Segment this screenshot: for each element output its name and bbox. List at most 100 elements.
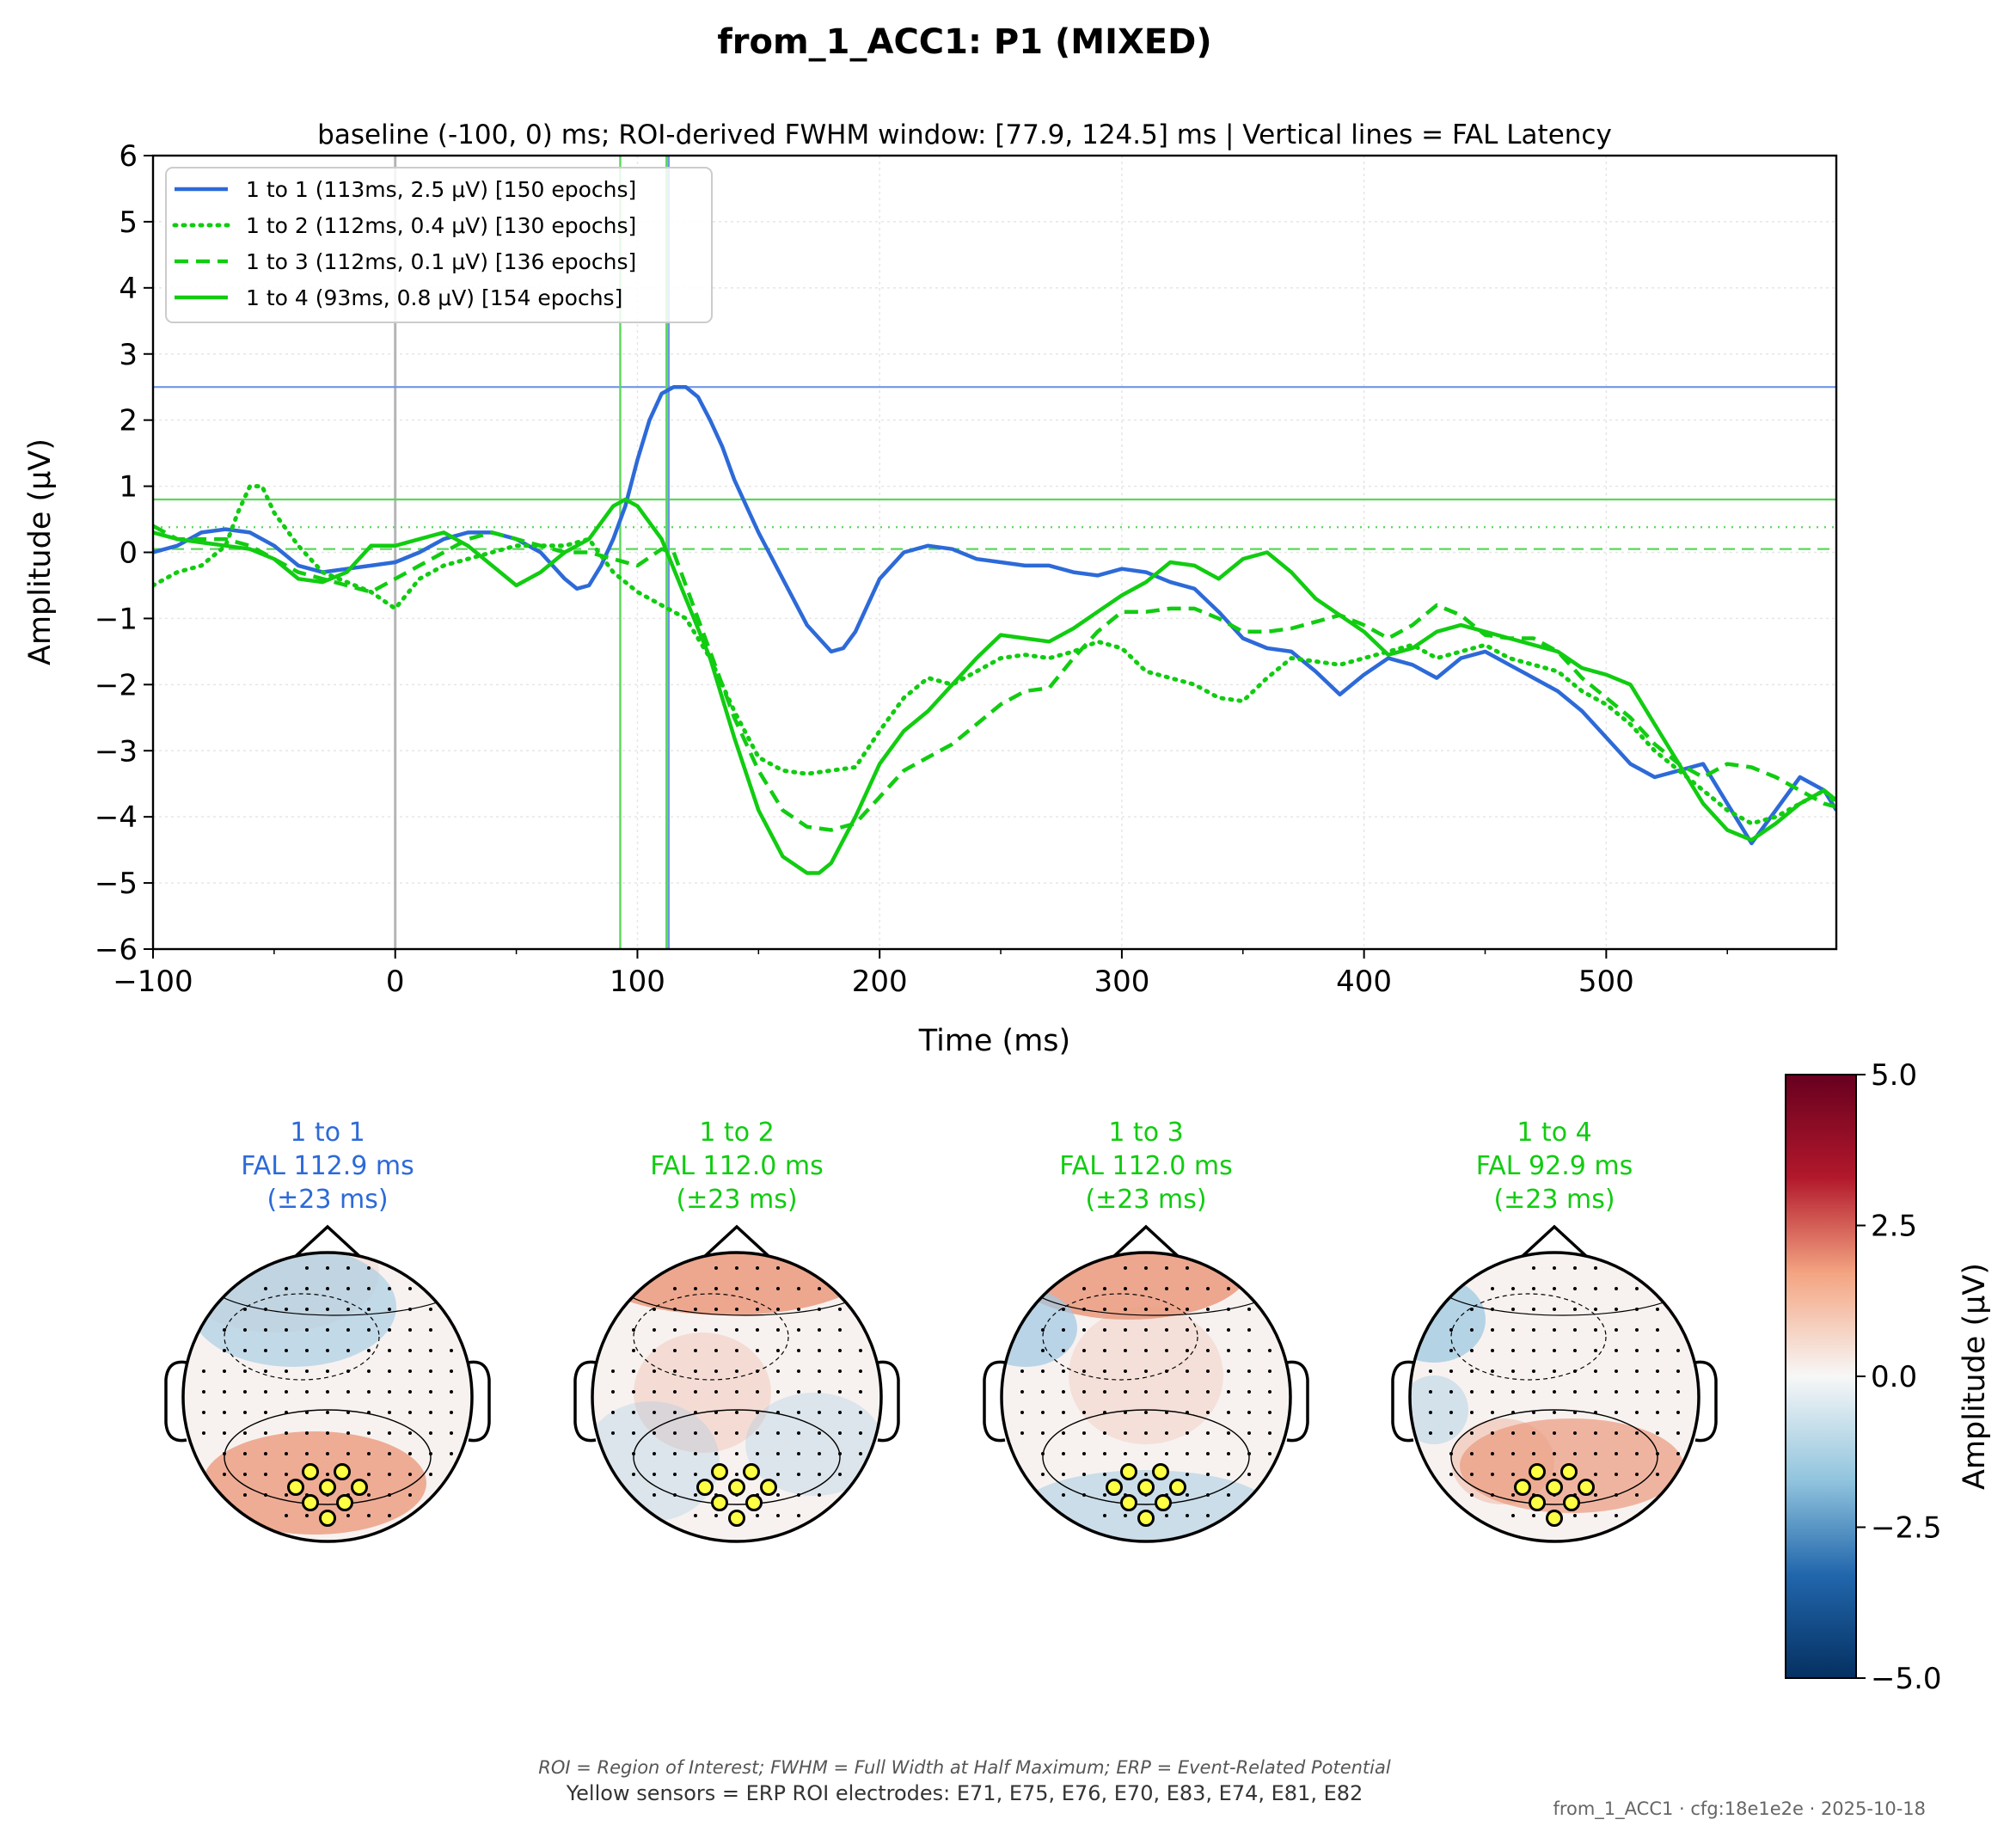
topomap-window-4: (±23 ms) (1493, 1185, 1615, 1215)
head-right-ear (1694, 1360, 1718, 1443)
colorbar-gradient (1785, 1074, 1857, 1679)
colorbar-tick-label-2: 0.0 (1871, 1360, 1917, 1394)
ticks: −100 0 100 200 300 400 500 6 5 4 3 2 1 0 −1 −2 −3 −4 −5 −6 (95, 139, 1728, 999)
roi-sensor-1-2 (334, 1463, 351, 1480)
colorbar-tick-label-0: 5.0 (1871, 1058, 1917, 1093)
y-tick-label-6: 0 (119, 536, 138, 571)
topomap-fal-1: FAL 112.9 ms (241, 1151, 414, 1181)
roi-sensor-4-7 (1563, 1494, 1580, 1511)
topomap-window-1: (±23 ms) (267, 1185, 388, 1215)
y-tick-label-10: −4 (95, 800, 138, 835)
legend-label-2: 1 to 2 (112ms, 0.4 μV) [130 epochs] (246, 213, 636, 238)
head-nose (1520, 1224, 1589, 1259)
roi-sensor-4-6 (1529, 1494, 1546, 1511)
y-tick-label-12: −6 (95, 933, 138, 967)
y-tick-label-11: −5 (95, 867, 138, 901)
y-tick-label-0: 6 (119, 139, 138, 174)
head-left-ear (983, 1360, 1006, 1443)
head-right-ear (877, 1360, 900, 1443)
colorbar-label: Amplitude (μV) (1958, 1263, 1992, 1490)
roi-sensor-1-1 (302, 1463, 319, 1480)
head-nose (702, 1224, 771, 1259)
roi-sensor-1-5 (351, 1479, 368, 1496)
roi-sensor-3-2 (1152, 1463, 1169, 1480)
colorbar-tick-label-1: 2.5 (1871, 1210, 1917, 1244)
series-line-2 (153, 484, 1836, 826)
legend-label-4: 1 to 4 (93ms, 0.8 μV) [154 epochs] (246, 285, 622, 310)
footnote-abbreviations: ROI = Region of Interest; FWHM = Full Wi… (538, 1757, 1391, 1778)
roi-sensor-2-2 (743, 1463, 760, 1480)
y-axis-label: Amplitude (μV) (23, 438, 58, 665)
footnote-sensors: Yellow sensors = ERP ROI electrodes: E71… (566, 1781, 1363, 1805)
head-outline-3 (1000, 1251, 1292, 1543)
legend-label-1: 1 to 1 (113ms, 2.5 μV) [150 epochs] (246, 177, 636, 202)
topomap-fal-3: FAL 112.0 ms (1059, 1151, 1233, 1181)
topomap-window-2: (±23 ms) (676, 1185, 797, 1215)
head-outline-1 (181, 1251, 474, 1543)
head-left-ear (573, 1360, 597, 1443)
figure-stamp: from_1_ACC1 · cfg:18e1e2e · 2025-10-18 (1553, 1798, 1926, 1820)
roi-sensor-2-8 (728, 1510, 745, 1527)
colorbar-tick-label-4: −5.0 (1871, 1662, 1942, 1696)
topomap-fal-2: FAL 112.0 ms (650, 1151, 824, 1181)
roi-sensor-4-4 (1546, 1479, 1563, 1496)
topomap-field-1 (183, 1253, 472, 1541)
roi-sensor-1-4 (319, 1479, 336, 1496)
head-left-ear (1391, 1360, 1414, 1443)
topomap-condition-2: 1 to 2 (699, 1118, 774, 1148)
roi-sensor-2-4 (728, 1479, 745, 1496)
roi-sensor-3-8 (1137, 1510, 1155, 1527)
colorbar-tick-label-3: −2.5 (1871, 1511, 1942, 1546)
colorbar: 5.0 2.5 0.0 −2.5 −5.0 Amplitude (μV) (1785, 1058, 1992, 1696)
legend-box (165, 167, 713, 323)
topomap-field-2 (592, 1253, 881, 1541)
head-right-ear (1286, 1360, 1309, 1443)
series-line-4 (153, 497, 1836, 875)
roi-sensor-3-4 (1137, 1479, 1155, 1496)
series-line-1 (153, 384, 1836, 846)
y-tick-label-3: 3 (119, 338, 138, 372)
roi-sensor-1-6 (302, 1494, 319, 1511)
x-tick-label-5: 400 (1336, 965, 1392, 999)
head-left-ear (164, 1360, 187, 1443)
roi-sensor-1-8 (319, 1510, 336, 1527)
legend-label-3: 1 to 3 (112ms, 0.1 μV) [136 epochs] (246, 249, 636, 274)
x-tick-label-3: 200 (852, 965, 908, 999)
roi-sensor-3-1 (1120, 1463, 1137, 1480)
x-tick-label-2: 100 (610, 965, 665, 999)
topomap-condition-3: 1 to 3 (1108, 1118, 1183, 1148)
y-tick-label-1: 5 (119, 205, 138, 240)
y-tick-label-4: 2 (119, 404, 138, 438)
x-tick-label-0: −100 (113, 965, 193, 999)
roi-sensor-2-3 (696, 1479, 714, 1496)
roi-sensor-4-2 (1560, 1463, 1578, 1480)
roi-sensor-3-6 (1120, 1494, 1137, 1511)
topomap-fal-4: FAL 92.9 ms (1476, 1151, 1633, 1181)
topomap-condition-1: 1 to 1 (290, 1118, 365, 1148)
roi-sensor-3-7 (1155, 1494, 1172, 1511)
roi-sensor-4-3 (1514, 1479, 1531, 1496)
y-tick-label-7: −1 (95, 602, 138, 636)
head-nose (1112, 1224, 1180, 1259)
roi-sensor-3-3 (1106, 1479, 1123, 1496)
head-nose (293, 1224, 362, 1259)
topomap-condition-4: 1 to 4 (1517, 1118, 1591, 1148)
erp-axes: −100 0 100 200 300 400 5006543210−1−2−3−4−5−6 … (23, 139, 1838, 1058)
topomap-window-3: (±23 ms) (1085, 1185, 1206, 1215)
roi-sensor-1-3 (287, 1479, 304, 1496)
roi-sensor-4-1 (1529, 1463, 1546, 1480)
y-tick-label-5: 1 (119, 470, 138, 505)
series-lines (153, 384, 1836, 875)
figure-title: from_1_ACC1: P1 (MIXED) (717, 22, 1211, 62)
roi-sensor-2-6 (711, 1494, 728, 1511)
roi-sensor-2-1 (711, 1463, 728, 1480)
roi-sensor-2-5 (760, 1479, 777, 1496)
y-tick-label-9: −3 (95, 734, 138, 769)
x-tick-label-1: 0 (386, 965, 405, 999)
